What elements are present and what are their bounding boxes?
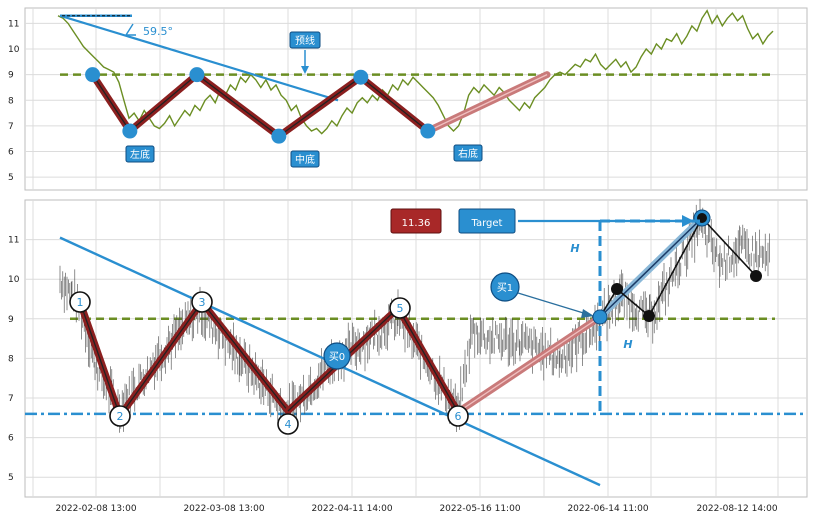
xtick-label: 2022-03-08 13:00 bbox=[183, 504, 264, 514]
xtick-label: 2022-04-11 14:00 bbox=[311, 504, 392, 514]
top-pattern-point bbox=[189, 67, 205, 83]
top-pattern-inner bbox=[360, 76, 429, 132]
pivot-circle bbox=[109, 405, 131, 427]
bottom-pattern-inner bbox=[79, 301, 121, 417]
target-label-box bbox=[458, 208, 516, 234]
bottom-ytick-label: 9 bbox=[8, 315, 14, 325]
top-pattern-inner bbox=[92, 74, 131, 132]
top-ytick-label: 8 bbox=[8, 96, 14, 106]
pivot-circle bbox=[277, 413, 299, 435]
pivot-label: 1 bbox=[77, 296, 84, 309]
buy0-label: 买0 bbox=[329, 351, 345, 363]
bottom-pattern-inner bbox=[599, 217, 703, 318]
top-pattern-inner bbox=[129, 74, 198, 132]
top-pattern-point bbox=[271, 128, 287, 144]
top-trend-line bbox=[59, 14, 339, 102]
annotation-neckline: 预线 bbox=[295, 34, 315, 47]
buy1-arrow-line bbox=[517, 292, 591, 316]
bottom-ytick-label: 6 bbox=[8, 434, 14, 444]
bottom-pattern-inner bbox=[119, 301, 203, 417]
annotation-arrow-head bbox=[301, 66, 309, 74]
pivot-circle bbox=[69, 291, 91, 313]
annotation-right-bottom-box bbox=[453, 144, 483, 162]
bottom-ytick-label: 7 bbox=[8, 394, 14, 404]
angle-label: 59.5° bbox=[143, 25, 173, 38]
bottom-ytick-label: 11 bbox=[8, 236, 19, 246]
annotation-left-bottom-box bbox=[125, 145, 155, 163]
pivot-circle bbox=[191, 291, 213, 313]
pivot-label: 4 bbox=[285, 418, 292, 431]
bottom-ytick-label: 8 bbox=[8, 354, 14, 364]
pivot-label: 3 bbox=[199, 296, 206, 309]
top-pattern-inner bbox=[196, 74, 280, 137]
annotation-mid-bottom: 中底 bbox=[295, 153, 315, 166]
bottom-pattern-inner bbox=[457, 316, 601, 413]
bottom-ytick-label: 5 bbox=[8, 473, 14, 483]
xtick-label: 2022-02-08 13:00 bbox=[55, 504, 136, 514]
top-pattern-point bbox=[353, 69, 369, 85]
bottom-ytick-label: 10 bbox=[8, 275, 20, 285]
pivot-label: 2 bbox=[117, 410, 124, 423]
breakout-point bbox=[750, 270, 762, 282]
bottom-pattern-inner bbox=[201, 301, 289, 412]
xtick-label: 2022-06-14 11:00 bbox=[567, 504, 648, 514]
angle-icon bbox=[125, 23, 136, 36]
top-ytick-label: 5 bbox=[8, 173, 14, 183]
pivot-label: 5 bbox=[397, 302, 404, 315]
target-label: Target bbox=[471, 218, 503, 229]
top-pattern-point bbox=[85, 67, 101, 83]
pivot-circle bbox=[389, 297, 411, 319]
buy1-label: 买1 bbox=[497, 282, 513, 294]
top-pattern-point bbox=[122, 123, 138, 139]
xtick-label: 2022-05-16 11:00 bbox=[439, 504, 520, 514]
top-ytick-label: 10 bbox=[8, 45, 20, 55]
breakout-point bbox=[611, 283, 623, 295]
top-ytick-label: 11 bbox=[8, 19, 19, 29]
annotation-left-bottom: 左底 bbox=[130, 148, 150, 161]
top-pattern-inner bbox=[278, 76, 362, 137]
top-ytick-label: 7 bbox=[8, 122, 14, 132]
target-arrow-head bbox=[682, 215, 694, 227]
height-label-upper: H bbox=[570, 242, 579, 255]
annotation-right-bottom: 右底 bbox=[458, 147, 478, 160]
buy0-badge bbox=[323, 342, 351, 370]
top-ytick-label: 9 bbox=[8, 71, 14, 81]
target-value-box bbox=[390, 208, 442, 234]
height-label-lower: H bbox=[623, 338, 632, 351]
bottom-pattern-inner bbox=[397, 307, 459, 413]
annotation-neckline-box bbox=[289, 31, 321, 49]
xtick-label: 2022-08-12 14:00 bbox=[696, 504, 777, 514]
pivot-circle bbox=[447, 405, 469, 427]
top-ytick-label: 6 bbox=[8, 148, 14, 158]
target-value-label: 11.36 bbox=[402, 218, 431, 229]
pivot-label: 6 bbox=[455, 410, 462, 423]
buy1-arrow-head bbox=[581, 309, 594, 318]
breakout-point bbox=[643, 310, 655, 322]
annotation-mid-bottom-box bbox=[290, 150, 320, 168]
buy1-badge bbox=[490, 272, 520, 302]
top-price-line bbox=[57, 9, 774, 135]
top-pattern-point bbox=[420, 123, 436, 139]
top-pattern-inner bbox=[427, 74, 548, 132]
